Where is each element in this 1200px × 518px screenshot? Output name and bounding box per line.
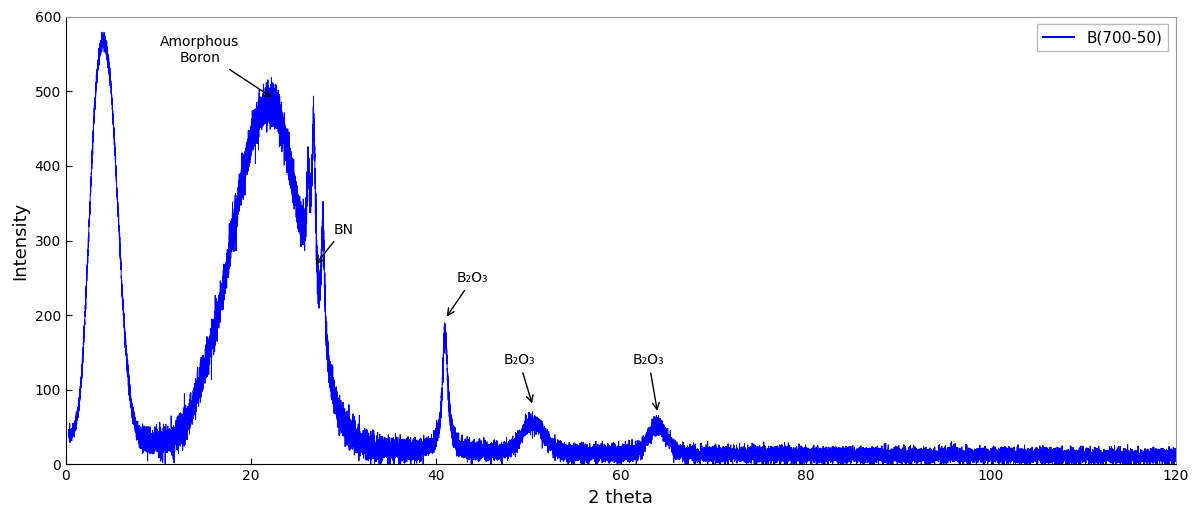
- Legend: B(700-50): B(700-50): [1037, 24, 1168, 51]
- Text: BN: BN: [317, 223, 353, 263]
- Y-axis label: Intensity: Intensity: [11, 202, 29, 280]
- X-axis label: 2 theta: 2 theta: [588, 489, 653, 507]
- Text: Amorphous
Boron: Amorphous Boron: [161, 35, 270, 96]
- Text: B₂O₃: B₂O₃: [632, 353, 665, 409]
- Text: B₂O₃: B₂O₃: [503, 353, 535, 402]
- Text: B₂O₃: B₂O₃: [448, 271, 488, 315]
